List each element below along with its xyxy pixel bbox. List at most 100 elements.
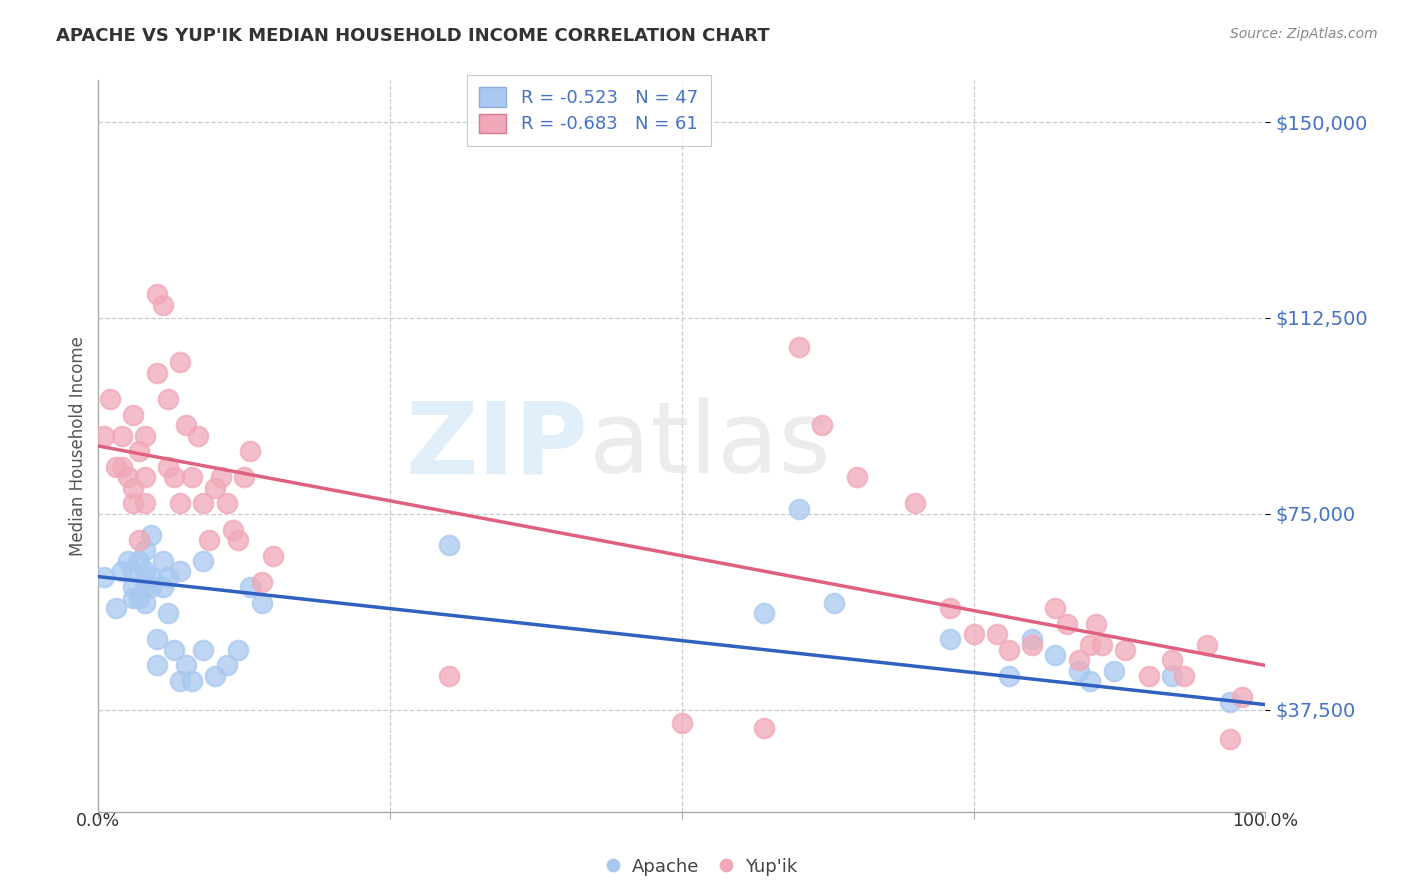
Text: APACHE VS YUP'IK MEDIAN HOUSEHOLD INCOME CORRELATION CHART: APACHE VS YUP'IK MEDIAN HOUSEHOLD INCOME… xyxy=(56,27,770,45)
Point xyxy=(111,428,134,442)
Point xyxy=(193,554,215,568)
Point xyxy=(262,549,284,563)
Point xyxy=(437,538,460,552)
Text: 0.0%: 0.0% xyxy=(76,812,121,830)
Point xyxy=(139,528,162,542)
Point xyxy=(152,554,174,568)
Point xyxy=(752,606,775,620)
Point xyxy=(134,543,156,558)
Point xyxy=(233,470,256,484)
Point xyxy=(146,287,169,301)
Point xyxy=(193,496,215,510)
Point xyxy=(904,496,927,510)
Point xyxy=(1085,616,1108,631)
Point xyxy=(250,596,273,610)
Text: atlas: atlas xyxy=(589,398,830,494)
Point xyxy=(437,669,460,683)
Point xyxy=(1021,638,1043,652)
Y-axis label: Median Household Income: Median Household Income xyxy=(69,336,87,556)
Point xyxy=(180,674,202,689)
Point xyxy=(221,523,243,537)
Point xyxy=(139,580,162,594)
Text: Source: ZipAtlas.com: Source: ZipAtlas.com xyxy=(1230,27,1378,41)
Point xyxy=(846,470,869,484)
Point xyxy=(239,580,262,594)
Point xyxy=(215,658,238,673)
Legend: Apache, Yup'ik: Apache, Yup'ik xyxy=(602,851,804,883)
Point xyxy=(146,366,169,380)
Point xyxy=(93,569,115,583)
Point xyxy=(128,554,150,568)
Point xyxy=(1045,648,1067,662)
Point xyxy=(1219,695,1241,709)
Point xyxy=(962,627,984,641)
Point xyxy=(198,533,221,547)
Point xyxy=(671,715,693,730)
Point xyxy=(169,565,191,579)
Point xyxy=(122,580,145,594)
Point xyxy=(122,496,145,510)
Point xyxy=(250,574,273,589)
Point xyxy=(104,459,127,474)
Point xyxy=(180,470,202,484)
Text: ZIP: ZIP xyxy=(406,398,589,494)
Point xyxy=(152,298,174,312)
Point xyxy=(122,408,145,422)
Point xyxy=(157,392,180,406)
Point xyxy=(117,554,139,568)
Point xyxy=(1067,653,1090,667)
Point xyxy=(1161,653,1184,667)
Point xyxy=(787,501,810,516)
Point xyxy=(128,591,150,605)
Point xyxy=(811,418,834,433)
Point xyxy=(228,533,250,547)
Point xyxy=(157,569,180,583)
Point xyxy=(111,565,134,579)
Point xyxy=(939,632,962,647)
Point xyxy=(1067,664,1090,678)
Point xyxy=(1080,638,1102,652)
Point xyxy=(174,418,197,433)
Point xyxy=(122,591,145,605)
Point xyxy=(1056,616,1078,631)
Point xyxy=(163,470,186,484)
Point xyxy=(134,596,156,610)
Point xyxy=(752,721,775,735)
Point xyxy=(152,580,174,594)
Point xyxy=(215,496,238,510)
Point xyxy=(93,428,115,442)
Point xyxy=(1045,601,1067,615)
Point xyxy=(98,392,121,406)
Point xyxy=(1091,638,1114,652)
Point xyxy=(204,669,226,683)
Point xyxy=(134,470,156,484)
Point xyxy=(157,606,180,620)
Point xyxy=(986,627,1008,641)
Point xyxy=(128,533,150,547)
Point xyxy=(1137,669,1160,683)
Legend: R = -0.523   N = 47, R = -0.683   N = 61: R = -0.523 N = 47, R = -0.683 N = 61 xyxy=(467,75,710,146)
Point xyxy=(122,481,145,495)
Point xyxy=(1173,669,1195,683)
Point xyxy=(134,428,156,442)
Point xyxy=(193,642,215,657)
Point xyxy=(787,340,810,354)
Point xyxy=(139,569,162,583)
Point xyxy=(997,642,1019,657)
Point xyxy=(122,565,145,579)
Point xyxy=(1080,674,1102,689)
Point xyxy=(169,496,191,510)
Point xyxy=(174,658,197,673)
Point xyxy=(1161,669,1184,683)
Point xyxy=(1195,638,1218,652)
Point xyxy=(939,601,962,615)
Point xyxy=(157,459,180,474)
Point xyxy=(111,459,134,474)
Point xyxy=(1230,690,1253,704)
Point xyxy=(1102,664,1125,678)
Point xyxy=(134,565,156,579)
Point xyxy=(117,470,139,484)
Point xyxy=(146,632,169,647)
Point xyxy=(1114,642,1136,657)
Point xyxy=(204,481,226,495)
